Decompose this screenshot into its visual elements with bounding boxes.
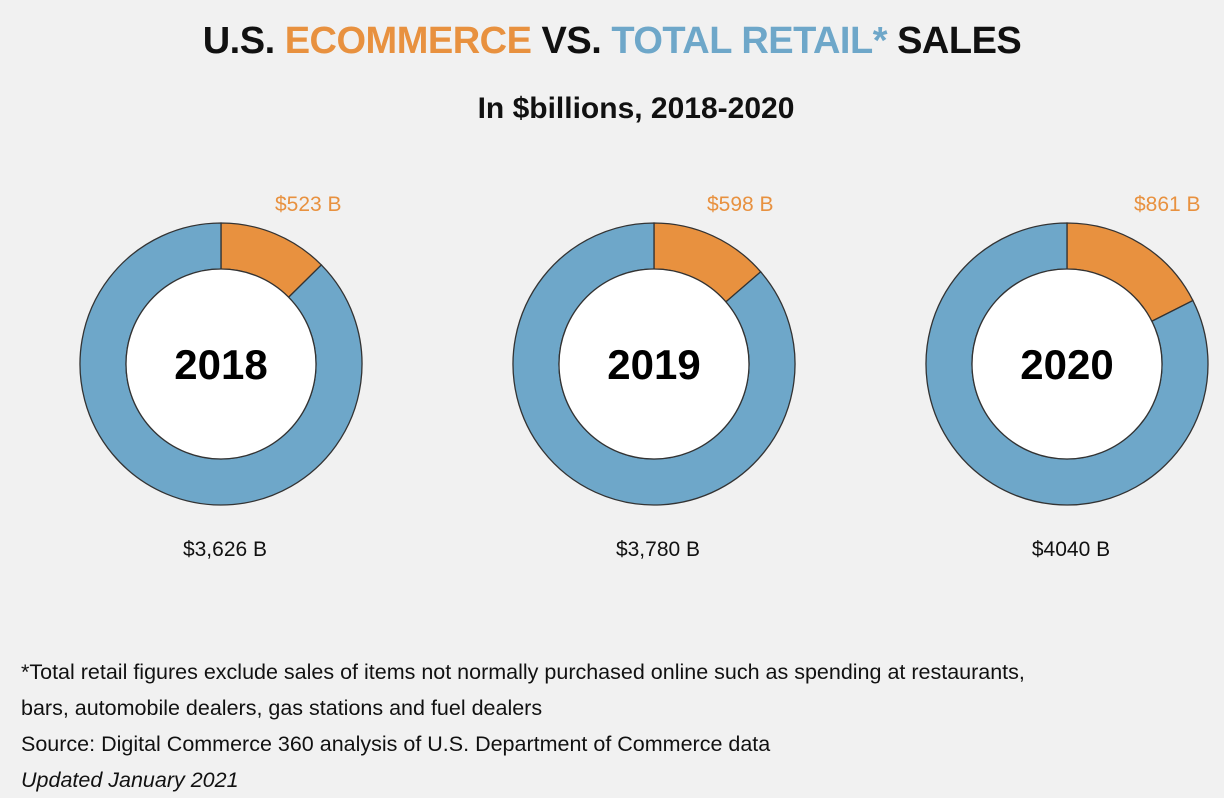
ecommerce-value-label: $598 B: [707, 193, 774, 216]
total-retail-value-label: $3,626 B: [182, 538, 268, 561]
donut-hole: [558, 268, 750, 460]
center-year-label: 2018: [174, 341, 267, 388]
updated-note: Updated January 2021: [21, 768, 239, 792]
title-total-retail: TOTAL RETAIL*: [611, 20, 887, 62]
total-retail-value-label: $4040 B: [1031, 538, 1111, 561]
donut-2020: 2020: [925, 222, 1209, 506]
footnote-line-2: bars, automobile dealers, gas stations a…: [21, 696, 543, 720]
title-sales: SALES: [897, 20, 1022, 62]
donut-charts: 2018 2019 2020 $523 B $3,626 B $598 B $3,780 B…: [79, 193, 1209, 561]
center-year-label: 2020: [1020, 341, 1113, 388]
footnotes: *Total retail figures exclude sales of i…: [21, 654, 1025, 798]
title-prefix: U.S.: [202, 20, 275, 62]
ecommerce-value-label: $861 B: [1134, 193, 1201, 216]
ecommerce-value-label: $523 B: [275, 193, 342, 216]
donut-hole: [125, 268, 317, 460]
footnote-line-1: *Total retail figures exclude sales of i…: [21, 660, 1025, 684]
chart-title: U.S. ECOMMERCE VS. TOTAL RETAIL* SALES: [0, 20, 1224, 63]
total-retail-value-label: $3,780 B: [615, 538, 701, 561]
chart-subtitle: In $billions, 2018-2020: [477, 92, 795, 125]
title-vs: VS.: [541, 20, 602, 62]
donut-2018: 2018: [79, 222, 363, 506]
donut-svg: 2018 2019 2020: [79, 222, 1209, 506]
donut-2019: 2019: [512, 222, 796, 506]
title-ecommerce: ECOMMERCE: [284, 20, 532, 62]
source-note: Source: Digital Commerce 360 analysis of…: [21, 732, 771, 756]
donut-hole: [971, 268, 1163, 460]
center-year-label: 2019: [607, 341, 700, 388]
